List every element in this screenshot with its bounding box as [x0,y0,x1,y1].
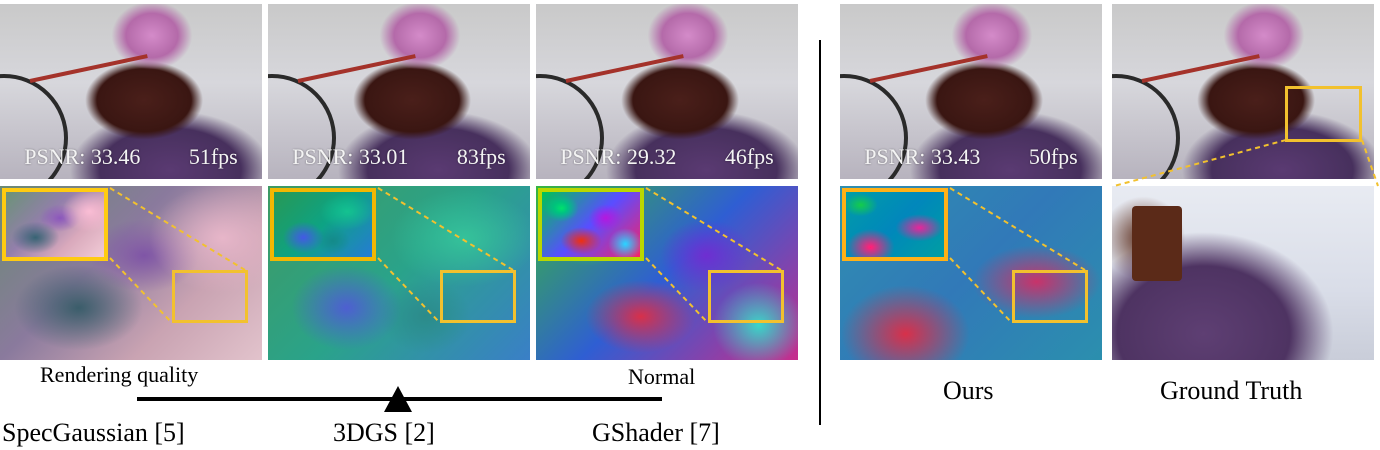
gshader-render: PSNR: 29.32 46fps [536,4,798,179]
axis-right-label: Normal [628,364,696,389]
fps-value: 51fps [188,144,238,169]
psnr-value: PSNR: 33.46 [24,144,141,169]
zoom-inset [270,188,376,261]
psnr-value: PSNR: 33.01 [292,144,409,169]
zoom-box [440,270,516,323]
fps-value: 83fps [456,144,506,169]
zoom-inset [842,188,948,261]
specgaussian-render: PSNR: 33.46 51fps [0,4,262,179]
specgaussian-normal [0,186,262,360]
psnr-value: PSNR: 29.32 [560,144,677,169]
3dgs-normal [268,186,530,360]
zoom-box [172,270,248,323]
ground-truth-label: Ground Truth [1160,376,1303,405]
psnr-value: PSNR: 33.43 [864,144,981,169]
axis-marker-triangle [384,386,412,412]
zoom-box [708,270,784,323]
zoom-inset [538,188,644,261]
fps-value: 46fps [724,144,774,169]
method-label-gshader: GShader [7] [592,418,720,447]
ground-truth-crop [1112,186,1374,360]
zoom-box [1012,270,1088,323]
gshader-normal [536,186,798,360]
method-label-ours: Ours [943,376,994,405]
method-label-3dgs: 3DGS [2] [333,418,435,447]
gt-zoom-box [1285,86,1362,142]
bonsai-base [1132,206,1182,281]
method-label-specgaussian: SpecGaussian [5] [2,418,185,447]
3dgs-render: PSNR: 33.01 83fps [268,4,530,179]
fps-value: 50fps [1028,144,1078,169]
ground-truth-render [1112,4,1374,179]
axis-left-label: Rendering quality [40,362,199,387]
zoom-inset [2,188,108,261]
ours-normal [840,186,1102,360]
ours-render: PSNR: 33.43 50fps [840,4,1102,179]
